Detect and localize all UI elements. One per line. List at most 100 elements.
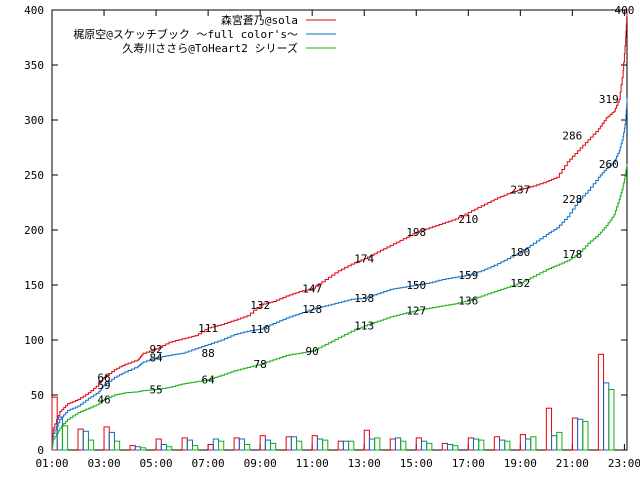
- data-label: 90: [306, 345, 319, 358]
- data-label: 260: [599, 158, 619, 171]
- axes: 0 50 100 150 200 250 300 350 400 01:00 03:00 05:00 0…: [24, 4, 640, 470]
- data-label-layer: 66 92 111 132 147 174 198 210 237 286 319 400 59 84 88…: [97, 4, 634, 406]
- bar-2-8: [270, 442, 277, 451]
- bar-1-6: [212, 438, 220, 451]
- bar-0-3: [129, 445, 136, 451]
- bar-1-9: [290, 436, 298, 451]
- x-tick-label: 11:00: [296, 457, 329, 470]
- bar-1-15: [446, 444, 454, 451]
- bar-1-19: [551, 435, 558, 451]
- series-line-2: [51, 164, 628, 451]
- bar-1-13: [394, 437, 402, 451]
- bar-0-10: [311, 435, 318, 451]
- y-tick-label: 250: [24, 169, 44, 182]
- y-tick-label: 350: [24, 59, 44, 72]
- bar-2-3: [139, 447, 147, 451]
- bar-1-1: [82, 430, 89, 451]
- x-tick-label: 13:00: [348, 457, 381, 470]
- bar-0-4: [155, 438, 162, 451]
- bar-0-15: [441, 442, 448, 451]
- y-tick-label: 50: [31, 389, 44, 402]
- bar-0-7: [233, 437, 240, 451]
- bar-0-13: [389, 438, 396, 451]
- x-tick-label: 19:00: [504, 457, 537, 470]
- bar-1-11: [342, 440, 350, 451]
- y-tick-label: 200: [24, 224, 44, 237]
- data-label: 113: [354, 320, 374, 333]
- y-tick-label: 100: [24, 334, 44, 347]
- x-tick-label: 23:00: [608, 457, 640, 470]
- y-tick-label: 300: [24, 114, 44, 127]
- legend-label-1: 梶原空@スケッチブック ～full color's～: [73, 27, 298, 41]
- bar-0-12: [363, 429, 370, 451]
- data-label: 138: [354, 292, 374, 305]
- data-label: 78: [254, 358, 267, 371]
- y-tick-label: 400: [24, 4, 44, 17]
- bar-2-9: [296, 440, 303, 451]
- bar-2-1: [87, 439, 95, 451]
- bar-1-5: [186, 439, 193, 451]
- bar-0-14: [415, 437, 422, 451]
- data-label: 286: [562, 129, 582, 142]
- bar-0-9: [285, 436, 292, 451]
- y-tick-label: 0: [37, 444, 44, 457]
- data-label: 127: [406, 304, 426, 317]
- data-label: 228: [562, 193, 582, 206]
- bar-2-11: [348, 440, 355, 451]
- data-label: 319: [599, 93, 619, 106]
- data-label: 152: [510, 277, 530, 290]
- x-tick-label: 17:00: [452, 457, 485, 470]
- data-label: 180: [510, 246, 530, 259]
- plot-frame: [51, 9, 628, 451]
- bar-1-12: [368, 438, 376, 451]
- data-label: 110: [250, 323, 270, 336]
- bar-0-11: [337, 440, 344, 451]
- bar-2-12: [374, 437, 381, 451]
- bar-0-21: [597, 353, 605, 451]
- data-label: 64: [201, 374, 215, 387]
- bar-0-18: [519, 434, 527, 451]
- x-tick-label: 09:00: [244, 457, 277, 470]
- data-label: 159: [458, 269, 478, 282]
- bar-2-16: [478, 439, 485, 451]
- series-line-0: [51, 10, 628, 451]
- data-label: 55: [149, 384, 162, 397]
- data-label: 400: [614, 4, 634, 17]
- bar-2-17: [504, 440, 511, 451]
- data-label: 128: [302, 303, 322, 316]
- data-label: 66: [97, 371, 110, 384]
- bar-2-10: [322, 439, 329, 451]
- bar-1-14: [420, 440, 428, 451]
- bar-2-2: [113, 440, 121, 451]
- data-label: 210: [458, 213, 478, 226]
- data-label: 59: [97, 379, 110, 392]
- bar-1-4: [160, 444, 167, 451]
- bar-2-19: [556, 431, 563, 451]
- line-layer: [51, 10, 628, 451]
- bar-1-3: [134, 446, 141, 451]
- bar-0-2: [103, 426, 110, 451]
- x-tick-label: 03:00: [87, 457, 120, 470]
- bar-2-15: [452, 445, 459, 451]
- bar-0-5: [181, 437, 188, 451]
- bar-2-21: [608, 389, 615, 451]
- data-label: 84: [149, 352, 163, 365]
- bar-2-7: [244, 444, 251, 451]
- data-label: 111: [198, 322, 218, 335]
- data-label: 150: [406, 279, 426, 292]
- bar-1-21: [603, 382, 610, 451]
- y-tick-label: 150: [24, 279, 44, 292]
- bar-0-6: [207, 444, 214, 451]
- bar-1-8: [264, 439, 272, 451]
- data-label: 132: [250, 299, 270, 312]
- bar-0-16: [467, 437, 474, 451]
- data-label: 174: [354, 253, 374, 266]
- bar-2-5: [191, 445, 199, 451]
- bar-2-14: [426, 442, 433, 451]
- bar-1-7: [238, 438, 246, 451]
- legend-label-2: 久寿川ささら@ToHeart2 シリーズ: [122, 41, 298, 55]
- x-tick-label: 07:00: [192, 457, 225, 470]
- data-label: 46: [97, 393, 110, 406]
- bar-1-2: [108, 431, 115, 451]
